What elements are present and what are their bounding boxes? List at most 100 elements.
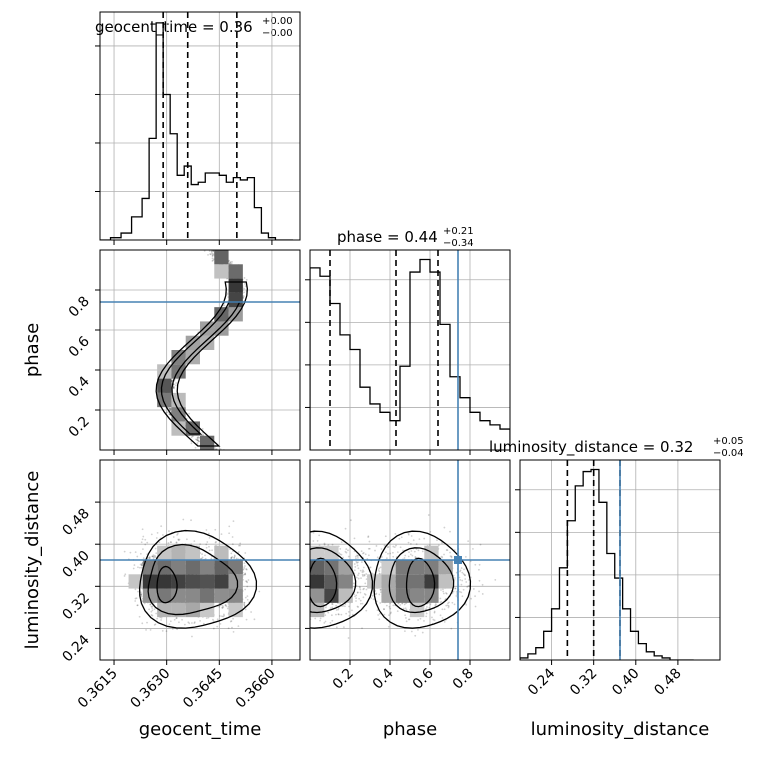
sample-21-1186 [295, 610, 297, 612]
sample-21-1382 [306, 602, 308, 604]
sample-20-1094 [244, 596, 247, 599]
title-phase-minus: −0.34 [443, 238, 474, 249]
sample-21-929 [305, 572, 307, 574]
sample-20-201 [153, 554, 156, 557]
sample-21-295 [306, 558, 308, 560]
sample-21-1361 [461, 579, 464, 582]
sample-10-162 [231, 260, 233, 263]
sample-21-1222 [478, 563, 481, 566]
sample-21-862 [302, 584, 304, 586]
sample-21-223 [305, 575, 307, 577]
sample-20-827 [148, 556, 151, 558]
sample-21-1507 [396, 610, 399, 613]
sample-20-1657 [246, 598, 249, 601]
sample-20-100 [245, 618, 248, 621]
sample-20-1470 [193, 622, 196, 625]
sample-21-133 [329, 621, 332, 624]
sample-10-276 [168, 407, 171, 410]
sample-21-1138 [446, 549, 449, 552]
sample-20-1541 [243, 601, 246, 604]
sample-21-626 [474, 563, 477, 566]
sample-21-745 [279, 583, 281, 585]
sample-21-491 [337, 608, 340, 611]
density-cell-10-7-7 [200, 335, 215, 350]
sample-21-1187 [389, 607, 392, 610]
sample-21-261 [454, 587, 457, 590]
sample-21-378 [339, 602, 342, 605]
sample-21-780 [362, 566, 365, 569]
sample-21-949 [285, 624, 287, 626]
sample-21-367 [461, 595, 464, 598]
density-cell-20-6-5 [185, 574, 200, 589]
sample-21-878 [300, 598, 302, 600]
sample-21-1364 [306, 568, 308, 570]
sample-21-1086 [359, 591, 362, 594]
sample-21-134 [459, 569, 462, 572]
sample-20-629 [243, 604, 246, 607]
title-geocent-time-plus: +0.00 [262, 16, 293, 27]
sample-21-1108 [306, 577, 308, 579]
sample-10-1288 [190, 436, 193, 439]
sample-10-914 [211, 257, 214, 260]
sample-21-137 [283, 601, 285, 603]
sample-20-1438 [233, 557, 236, 560]
sample-20-312 [218, 605, 221, 608]
sample-21-527 [369, 566, 372, 569]
sample-21-241 [379, 560, 382, 563]
sample-21-1427 [453, 549, 456, 551]
sample-20-1480 [222, 615, 225, 618]
title-phase: phase = 0.44 +0.21 −0.34 [337, 226, 474, 249]
sample-21-436 [306, 606, 308, 608]
sample-21-1132 [295, 608, 297, 610]
sample-20-1693 [124, 573, 127, 576]
density-cell-20-9-3 [228, 602, 243, 618]
sample-20-1025 [222, 613, 225, 616]
sample-20-15 [230, 620, 233, 622]
sample-21-1151 [350, 519, 352, 522]
sample-10-1166 [202, 433, 204, 436]
sample-20-756 [149, 628, 152, 631]
sample-21-1200 [276, 604, 278, 606]
panel-10-grid [100, 250, 300, 450]
density-cell-20-8-4 [214, 588, 229, 603]
sample-21-48 [292, 563, 294, 565]
sample-20-1777 [232, 630, 235, 633]
sample-21-1178 [277, 594, 279, 596]
density-cell-20-2-5 [128, 574, 143, 589]
frame-00 [99, 11, 301, 241]
sample-21-1273 [452, 574, 455, 577]
sample-21-337 [294, 584, 296, 586]
sample-20-1146 [187, 621, 190, 624]
sample-21-812 [287, 592, 289, 594]
sample-20-282 [230, 557, 233, 559]
sample-20-1327 [165, 630, 168, 632]
sample-21-417 [464, 555, 467, 558]
sample-20-279 [219, 622, 222, 625]
sample-21-1398 [342, 626, 345, 629]
sample-21-804 [481, 593, 484, 595]
sample-21-294 [301, 571, 303, 573]
sample-20-390 [243, 562, 246, 565]
sample-20-1770 [212, 627, 215, 630]
sample-21-911 [301, 592, 303, 594]
sample-10-317 [211, 254, 214, 257]
sample-21-1010 [443, 553, 445, 556]
sample-21-1268 [431, 616, 433, 619]
sample-20-1466 [142, 548, 144, 551]
sample-20-1391 [190, 519, 192, 522]
sample-21-1174 [440, 555, 443, 558]
sample-20-33 [235, 557, 238, 560]
title-luminosity-distance: luminosity_distance = 0.32 +0.05 −0.04 [489, 436, 744, 459]
sample-21-1413 [355, 597, 357, 600]
sample-20-352 [160, 616, 163, 619]
sample-21-1431 [285, 569, 287, 571]
sample-21-981 [443, 621, 446, 623]
sample-21-313 [318, 534, 321, 537]
sample-21-676 [378, 572, 381, 575]
sample-20-1688 [144, 538, 147, 541]
sample-21-338 [340, 553, 343, 556]
sample-21-406 [306, 531, 308, 533]
sample-21-29 [394, 532, 397, 535]
sample-21-1049 [282, 562, 284, 564]
sample-21-370 [294, 557, 296, 559]
